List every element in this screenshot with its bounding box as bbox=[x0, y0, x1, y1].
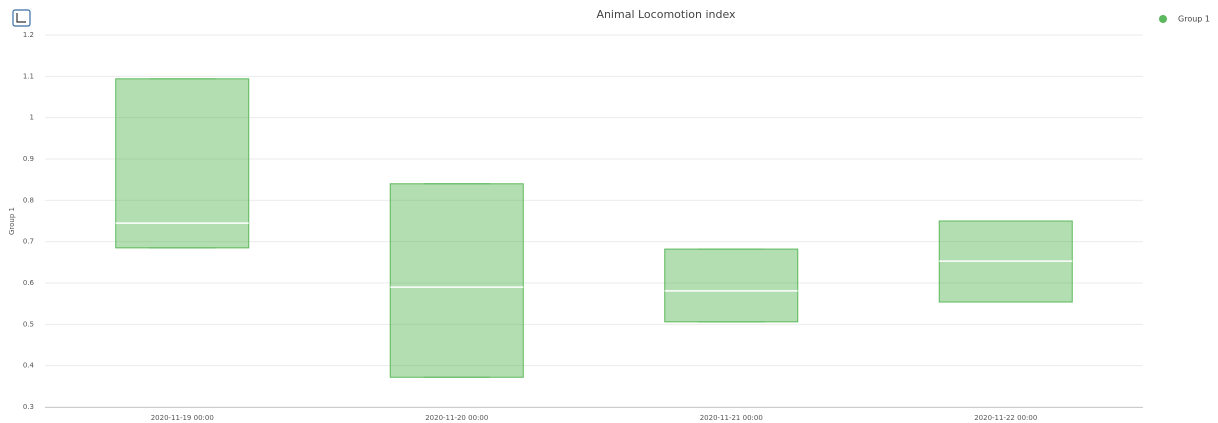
chart-title: Animal Locomotion index bbox=[596, 8, 736, 21]
y-tick-label: 0.4 bbox=[23, 362, 35, 370]
x-tick-label: 2020-11-21 00:00 bbox=[700, 414, 763, 422]
box bbox=[664, 248, 799, 323]
reset-zoom-icon[interactable] bbox=[12, 9, 31, 27]
y-tick-label: 1 bbox=[30, 114, 34, 122]
legend-marker bbox=[1159, 15, 1167, 23]
y-tick-label: 0.5 bbox=[23, 320, 34, 328]
x-tick-label: 2020-11-22 00:00 bbox=[974, 414, 1037, 422]
box bbox=[115, 78, 250, 249]
y-tick-label: 0.3 bbox=[23, 403, 34, 411]
y-tick-label: 0.9 bbox=[23, 155, 34, 163]
x-tick-label: 2020-11-20 00:00 bbox=[425, 414, 488, 422]
x-tick-label: 2020-11-19 00:00 bbox=[151, 414, 214, 422]
box bbox=[389, 183, 524, 378]
legend-label: Group 1 bbox=[1178, 15, 1210, 24]
y-tick-label: 1.1 bbox=[23, 72, 34, 80]
y-tick-label: 0.7 bbox=[23, 238, 34, 246]
icon-glyph bbox=[16, 13, 26, 23]
y-axis-label: Group 1 bbox=[8, 207, 16, 235]
y-tick-label: 0.6 bbox=[23, 279, 35, 287]
icon-frame[interactable] bbox=[12, 9, 31, 27]
y-tick-label: 1.2 bbox=[23, 31, 34, 39]
y-tick-label: 0.8 bbox=[23, 196, 34, 204]
